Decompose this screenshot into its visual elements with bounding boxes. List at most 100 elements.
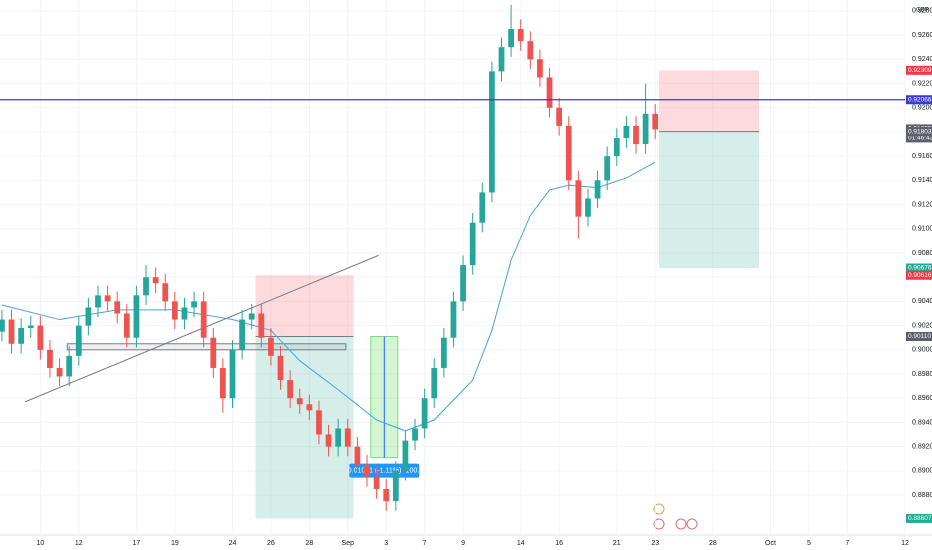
candle-body bbox=[220, 367, 226, 399]
price-tag bbox=[906, 331, 932, 341]
x-tick-label: Sep bbox=[342, 540, 355, 547]
price-tag bbox=[906, 127, 932, 137]
candle-body bbox=[546, 77, 553, 108]
candle-body bbox=[287, 380, 294, 399]
candle-body bbox=[171, 301, 178, 320]
candle-body bbox=[537, 59, 543, 78]
candle-body bbox=[162, 283, 169, 302]
candle-body bbox=[8, 319, 15, 344]
position-reward bbox=[255, 336, 354, 519]
x-tick-label: 7 bbox=[423, 540, 427, 547]
candle-body bbox=[133, 295, 140, 338]
candle-body bbox=[412, 428, 418, 441]
x-tick-label: 28 bbox=[709, 540, 717, 547]
x-tick-label: 7 bbox=[845, 540, 849, 547]
position-reward bbox=[659, 131, 759, 268]
candle-body bbox=[440, 337, 447, 368]
candle-body bbox=[508, 29, 514, 48]
candle-body bbox=[85, 307, 92, 326]
price-tag-label: 0.90676 bbox=[908, 265, 932, 272]
candle-body bbox=[210, 337, 217, 368]
x-tick-label: 10 bbox=[36, 540, 44, 547]
candle-body bbox=[402, 440, 409, 471]
candle-body bbox=[37, 325, 44, 350]
event-icons bbox=[653, 503, 698, 530]
event-icon bbox=[686, 518, 698, 530]
candle-body bbox=[306, 404, 313, 411]
candle-body bbox=[489, 71, 495, 193]
x-tick-label: 21 bbox=[613, 540, 621, 547]
candle-body bbox=[498, 47, 505, 72]
candle-body bbox=[633, 125, 639, 145]
candle-body bbox=[325, 434, 332, 447]
candle-body bbox=[296, 398, 303, 405]
x-tick-label: 17 bbox=[133, 540, 141, 547]
x-tick-label: 5 bbox=[807, 540, 811, 547]
x-tick-label: 14 bbox=[517, 540, 525, 547]
x-tick-label: Oct bbox=[765, 540, 776, 547]
price-tag bbox=[906, 263, 932, 273]
currency-label: GBP bbox=[916, 8, 929, 14]
candle-body bbox=[460, 265, 466, 302]
x-tick-label: 12 bbox=[75, 540, 83, 547]
candle-body bbox=[527, 41, 534, 60]
price-tag-label: 0.90616 bbox=[908, 272, 932, 279]
candle-body bbox=[27, 325, 34, 329]
candle-body bbox=[575, 180, 582, 217]
candle-body bbox=[191, 301, 197, 308]
candle-body bbox=[95, 295, 101, 308]
event-icon bbox=[653, 503, 665, 515]
x-tick-label: 19 bbox=[171, 540, 179, 547]
measure-label: -0.01001 (-1.11%) -100.1 bbox=[345, 467, 423, 474]
candle-body bbox=[373, 476, 380, 490]
price-tag bbox=[906, 513, 932, 523]
x-tick-label: 3 bbox=[384, 540, 388, 547]
countdown-tag bbox=[906, 133, 932, 143]
candle-body bbox=[268, 337, 274, 356]
event-icon bbox=[675, 518, 687, 530]
candle-body bbox=[143, 277, 149, 296]
candle-body bbox=[585, 198, 591, 217]
candle-body bbox=[594, 180, 601, 199]
candle-body bbox=[354, 446, 361, 465]
candle-body bbox=[0, 319, 5, 332]
candle-body bbox=[479, 192, 486, 223]
price-tag-label: 0.92309 bbox=[908, 67, 932, 74]
price-tag bbox=[906, 95, 932, 105]
x-tick-label: 12 bbox=[901, 540, 909, 547]
price-tag bbox=[906, 270, 932, 280]
candle-body bbox=[517, 29, 524, 42]
candle-body bbox=[623, 125, 630, 138]
price-tag-label: 0.90110 bbox=[908, 333, 931, 340]
range-box bbox=[66, 343, 347, 351]
candle-body bbox=[56, 367, 63, 377]
candle-body bbox=[431, 367, 438, 399]
candle-body bbox=[152, 277, 159, 284]
candle-body bbox=[392, 470, 399, 502]
candle-body bbox=[114, 301, 121, 314]
event-icon bbox=[653, 518, 665, 530]
candle-body bbox=[248, 313, 255, 320]
countdown: 01:46:42 bbox=[908, 135, 932, 142]
candle-body bbox=[450, 301, 457, 338]
candle-body bbox=[239, 319, 245, 350]
x-tick-label: 26 bbox=[267, 540, 275, 547]
x-tick-label: 23 bbox=[651, 540, 659, 547]
candle-body bbox=[364, 464, 370, 477]
x-tick-label: 28 bbox=[305, 540, 313, 547]
position-risk bbox=[255, 275, 354, 337]
price-tag bbox=[906, 65, 932, 75]
